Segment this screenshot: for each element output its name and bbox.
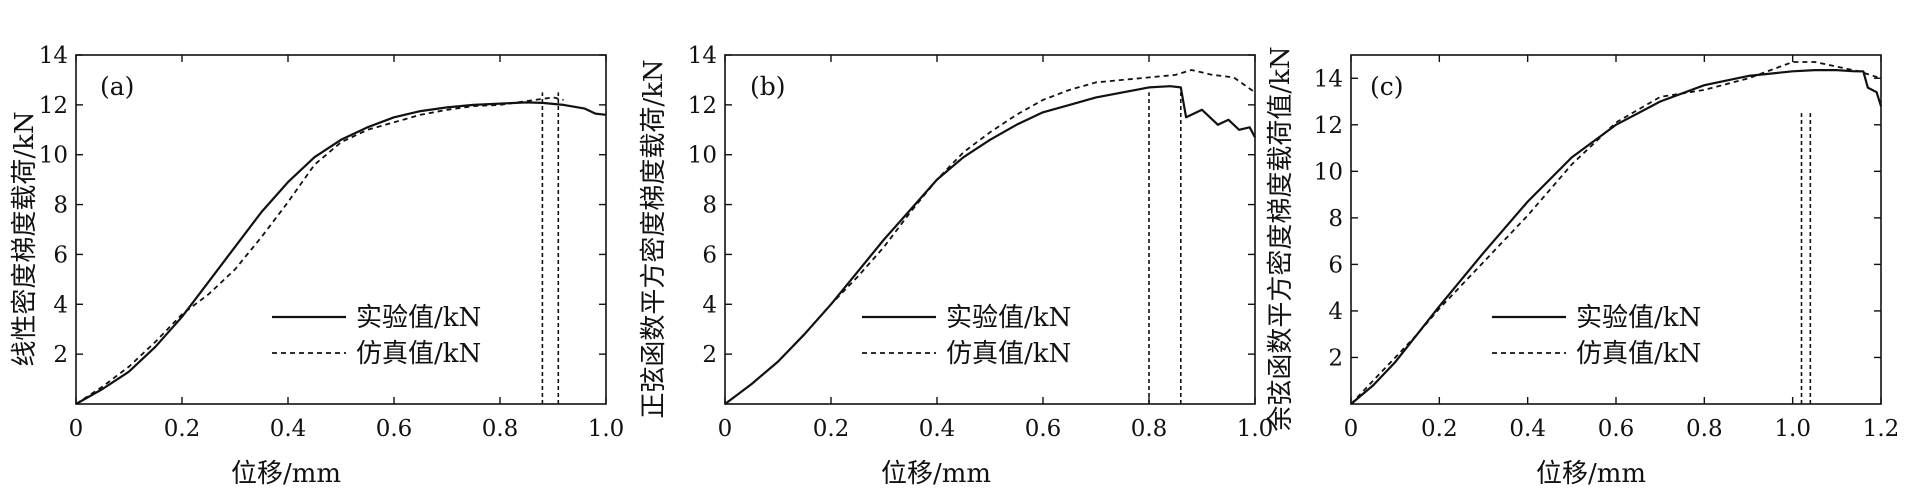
x-tick-label: 0.8: [482, 416, 519, 442]
y-tick-label: 4: [1328, 299, 1343, 325]
experimental-series-line: [75, 101, 607, 405]
legend-experimental-label: 实验值/kN: [1576, 303, 1701, 333]
x-tick-label: 0.4: [1509, 416, 1546, 442]
x-tick-label: 1.0: [1774, 416, 1811, 442]
panel-a: (a) 位移/mm 线性密度梯度载荷/kN 实验值/kN 仿真值/kN 0 0.2…: [10, 43, 624, 489]
y-tick-label: 6: [53, 242, 68, 268]
panel-c-ylabel: 余弦函数平方密度梯度载荷值/kN: [1266, 46, 1296, 431]
x-tick-label: 0.8: [1686, 416, 1723, 442]
y-tick-label: 8: [702, 193, 717, 219]
panel-a-ylabel: 线性密度梯度载荷/kN: [10, 111, 40, 366]
y-tick-label: 12: [688, 93, 717, 119]
panel-b-legend: 实验值/kN 仿真值/kN: [862, 303, 1071, 369]
x-tick-label: 0.6: [376, 416, 413, 442]
plot-frame: [75, 54, 607, 405]
legend-simulation-label: 仿真值/kN: [356, 339, 481, 369]
panel-b-xlabel: 位移/mm: [881, 459, 991, 489]
y-tick-label: 2: [702, 342, 717, 368]
x-tick-label: 0.8: [1131, 416, 1168, 442]
panel-c-label: (c): [1370, 72, 1404, 101]
x-tick-label: 0: [69, 416, 84, 442]
y-tick-label: 14: [688, 43, 717, 69]
simulation-series-line: [724, 69, 1256, 405]
y-tick-label: 2: [53, 342, 68, 368]
plot-frame: [724, 54, 1256, 405]
legend-experimental-label: 实验值/kN: [946, 303, 1071, 333]
panel-b-ylabel: 正弦函数平方密度梯度载荷/kN: [639, 59, 669, 418]
y-tick-label: 4: [53, 292, 68, 318]
x-tick-label: 0: [718, 416, 733, 442]
legend-simulation-label: 仿真值/kN: [946, 339, 1071, 369]
y-tick-label: 12: [39, 93, 68, 119]
y-tick-label: 10: [39, 143, 68, 169]
x-tick-label: 0.2: [164, 416, 201, 442]
panel-a-xlabel: 位移/mm: [231, 459, 341, 489]
x-tick-label: 0.4: [270, 416, 307, 442]
x-tick-label: 0.2: [813, 416, 850, 442]
panel-c: (c) 位移/mm 余弦函数平方密度梯度载荷值/kN 实验值/kN 仿真值/kN…: [1266, 46, 1899, 489]
x-tick-label: 0.4: [919, 416, 956, 442]
y-tick-label: 10: [688, 143, 717, 169]
simulation-series-line: [1350, 61, 1882, 405]
x-tick-label: 1.2: [1863, 416, 1900, 442]
legend-simulation-label: 仿真值/kN: [1576, 339, 1701, 369]
y-tick-label: 2: [1328, 345, 1343, 371]
x-tick-label: 1.0: [588, 416, 625, 442]
y-tick-label: 10: [1314, 159, 1343, 185]
panel-a-label: (a): [100, 72, 134, 101]
y-tick-label: 14: [39, 43, 68, 69]
x-tick-label: 0.6: [1598, 416, 1635, 442]
y-tick-label: 12: [1314, 113, 1343, 139]
y-tick-label: 6: [702, 242, 717, 268]
x-tick-label: 0.2: [1421, 416, 1458, 442]
panel-b: (b) 位移/mm 正弦函数平方密度梯度载荷/kN 实验值/kN 仿真值/kN …: [639, 43, 1273, 489]
panel-c-xlabel: 位移/mm: [1536, 459, 1646, 489]
experimental-series-line: [724, 85, 1256, 405]
panel-a-legend: 实验值/kN 仿真值/kN: [272, 303, 481, 369]
y-tick-label: 8: [1328, 206, 1343, 232]
x-tick-label: 0: [1344, 416, 1359, 442]
panel-c-legend: 实验值/kN 仿真值/kN: [1492, 303, 1701, 369]
y-tick-label: 4: [702, 292, 717, 318]
simulation-series-line: [75, 96, 564, 405]
panel-b-label: (b): [750, 72, 786, 101]
y-tick-label: 6: [1328, 252, 1343, 278]
y-tick-label: 8: [53, 193, 68, 219]
y-tick-label: 14: [1314, 66, 1343, 92]
x-tick-label: 0.6: [1025, 416, 1062, 442]
x-tick-label: 1.0: [1237, 416, 1274, 442]
legend-experimental-label: 实验值/kN: [356, 303, 481, 333]
